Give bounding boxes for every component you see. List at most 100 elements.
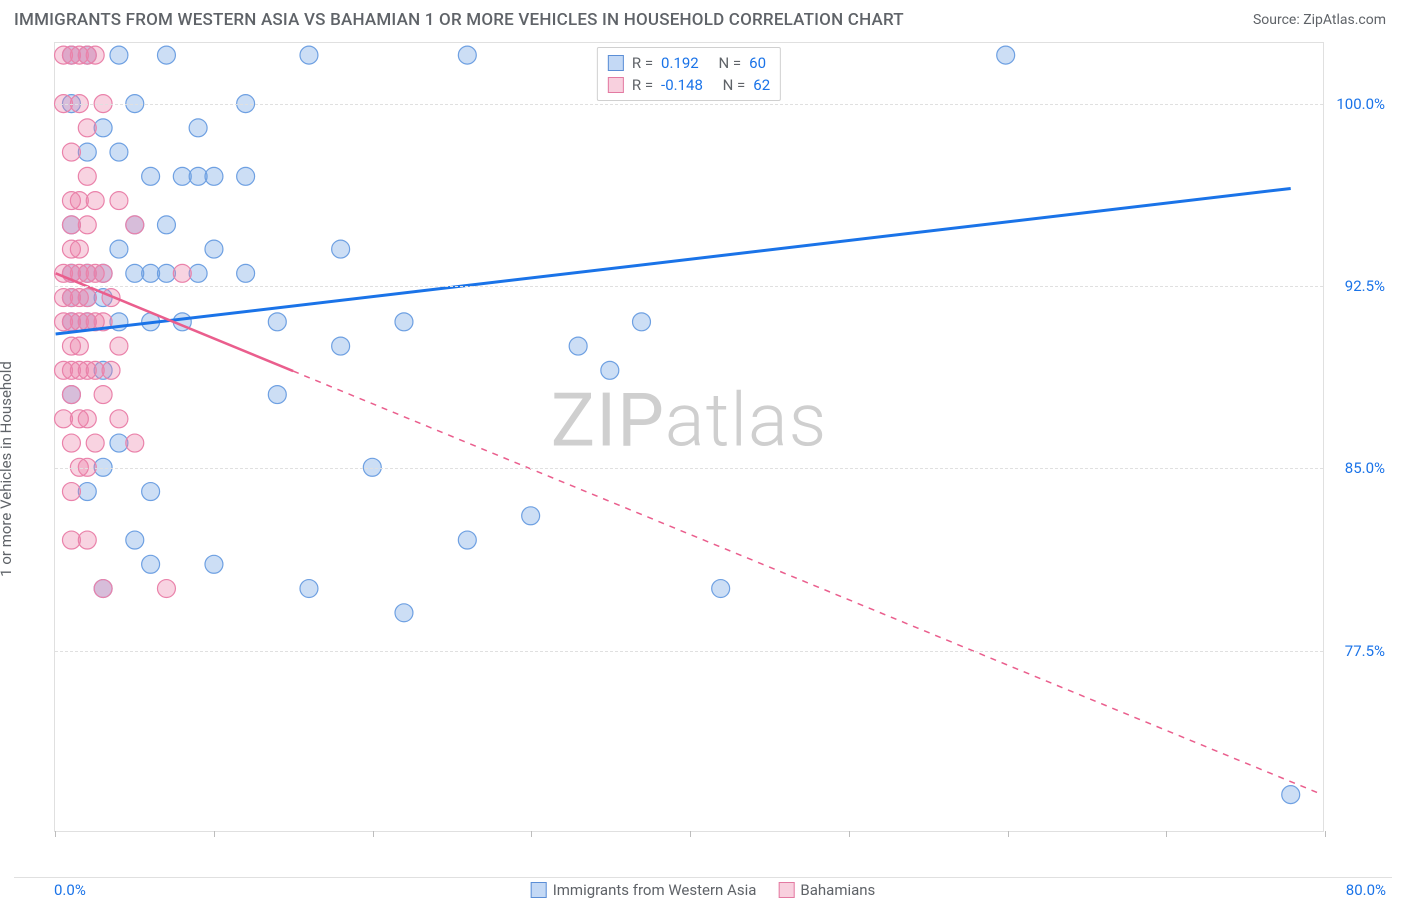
plot-region: ZIPatlas R = 0.192 N = 60 R = -0.148 N =… [54,42,1324,832]
x-tick-mark [373,831,374,837]
scatter-point-blue [189,119,207,137]
scatter-point-blue [601,361,619,379]
scatter-point-blue [142,167,160,185]
scatter-point-pink [110,192,128,210]
r-label: R = [632,74,653,96]
scatter-point-blue [110,240,128,258]
scatter-point-blue [395,313,413,331]
scatter-point-pink [62,434,80,452]
y-tick-label: 92.5% [1345,277,1385,295]
legend-label: Immigrants from Western Asia [553,881,757,899]
scatter-point-blue [569,337,587,355]
scatter-point-blue [237,264,255,282]
scatter-point-blue [268,313,286,331]
scatter-point-blue [110,46,128,64]
scatter-point-blue [300,580,318,598]
legend-bottom: Immigrants from Western Asia Bahamians [531,881,876,899]
scatter-point-blue [633,313,651,331]
swatch-blue-icon [608,55,624,71]
scatter-point-pink [94,580,112,598]
scatter-point-blue [395,604,413,622]
x-tick-mark [1325,831,1326,837]
scatter-point-pink [157,580,175,598]
plot-svg [55,43,1323,831]
scatter-point-blue [522,507,540,525]
scatter-point-blue [363,458,381,476]
scatter-point-pink [110,410,128,428]
scatter-point-pink [94,264,112,282]
scatter-point-pink [62,143,80,161]
scatter-point-pink [173,264,191,282]
n-label: N = [718,52,741,74]
source-label: Source: ZipAtlas.com [1253,12,1386,28]
scatter-point-blue [205,555,223,573]
x-tick-mark [1166,831,1167,837]
x-tick-mark [1008,831,1009,837]
chart-area: 1 or more Vehicles in Household ZIPatlas… [14,42,1392,878]
x-tick-mark [690,831,691,837]
scatter-point-pink [94,386,112,404]
gridline [55,104,1323,105]
scatter-point-pink [78,410,96,428]
y-tick-label: 85.0% [1345,459,1385,477]
scatter-point-pink [78,216,96,234]
legend-stats-row-blue: R = 0.192 N = 60 [608,52,770,74]
scatter-point-pink [102,361,120,379]
y-axis-label: 1 or more Vehicles in Household [0,361,15,577]
gridline [55,468,1323,469]
scatter-point-blue [205,240,223,258]
x-tick-mark [214,831,215,837]
scatter-point-blue [142,483,160,501]
header: IMMIGRANTS FROM WESTERN ASIA VS BAHAMIAN… [0,0,1406,36]
scatter-point-pink [110,337,128,355]
n-value: 60 [749,52,766,74]
scatter-point-blue [126,531,144,549]
page-title: IMMIGRANTS FROM WESTERN ASIA VS BAHAMIAN… [14,10,904,30]
y-tick-label: 77.5% [1345,642,1385,660]
y-tick-label: 100.0% [1336,95,1385,113]
trend-line-pink-dashed [293,371,1322,795]
scatter-point-blue [1282,786,1300,804]
scatter-point-blue [332,240,350,258]
scatter-point-pink [78,458,96,476]
scatter-point-pink [126,434,144,452]
r-value: -0.148 [661,74,703,96]
scatter-point-blue [157,216,175,234]
scatter-point-blue [997,46,1015,64]
scatter-point-pink [78,289,96,307]
scatter-point-pink [126,216,144,234]
scatter-point-blue [157,46,175,64]
gridline [55,651,1323,652]
scatter-point-pink [78,119,96,137]
x-tick-mark [55,831,56,837]
scatter-point-pink [70,337,88,355]
scatter-point-pink [62,386,80,404]
legend-item-pink: Bahamians [778,881,875,899]
scatter-point-pink [78,531,96,549]
swatch-pink-icon [778,882,794,898]
legend-stats-row-pink: R = -0.148 N = 62 [608,74,770,96]
trend-line-blue [56,188,1291,333]
scatter-point-pink [86,192,104,210]
scatter-point-pink [78,167,96,185]
gridline [55,286,1323,287]
r-label: R = [632,52,653,74]
x-tick-mark [531,831,532,837]
scatter-point-pink [70,240,88,258]
x-tick-max: 80.0% [1346,881,1386,899]
swatch-pink-icon [608,77,624,93]
scatter-point-blue [110,143,128,161]
scatter-point-pink [62,483,80,501]
scatter-point-blue [458,46,476,64]
legend-label: Bahamians [800,881,875,899]
r-value: 0.192 [661,52,699,74]
x-tick-min: 0.0% [54,881,86,899]
legend-item-blue: Immigrants from Western Asia [531,881,757,899]
scatter-point-pink [86,46,104,64]
scatter-point-blue [458,531,476,549]
scatter-point-blue [268,386,286,404]
scatter-point-blue [142,555,160,573]
legend-stats-box: R = 0.192 N = 60 R = -0.148 N = 62 [597,47,781,101]
scatter-point-blue [332,337,350,355]
swatch-blue-icon [531,882,547,898]
